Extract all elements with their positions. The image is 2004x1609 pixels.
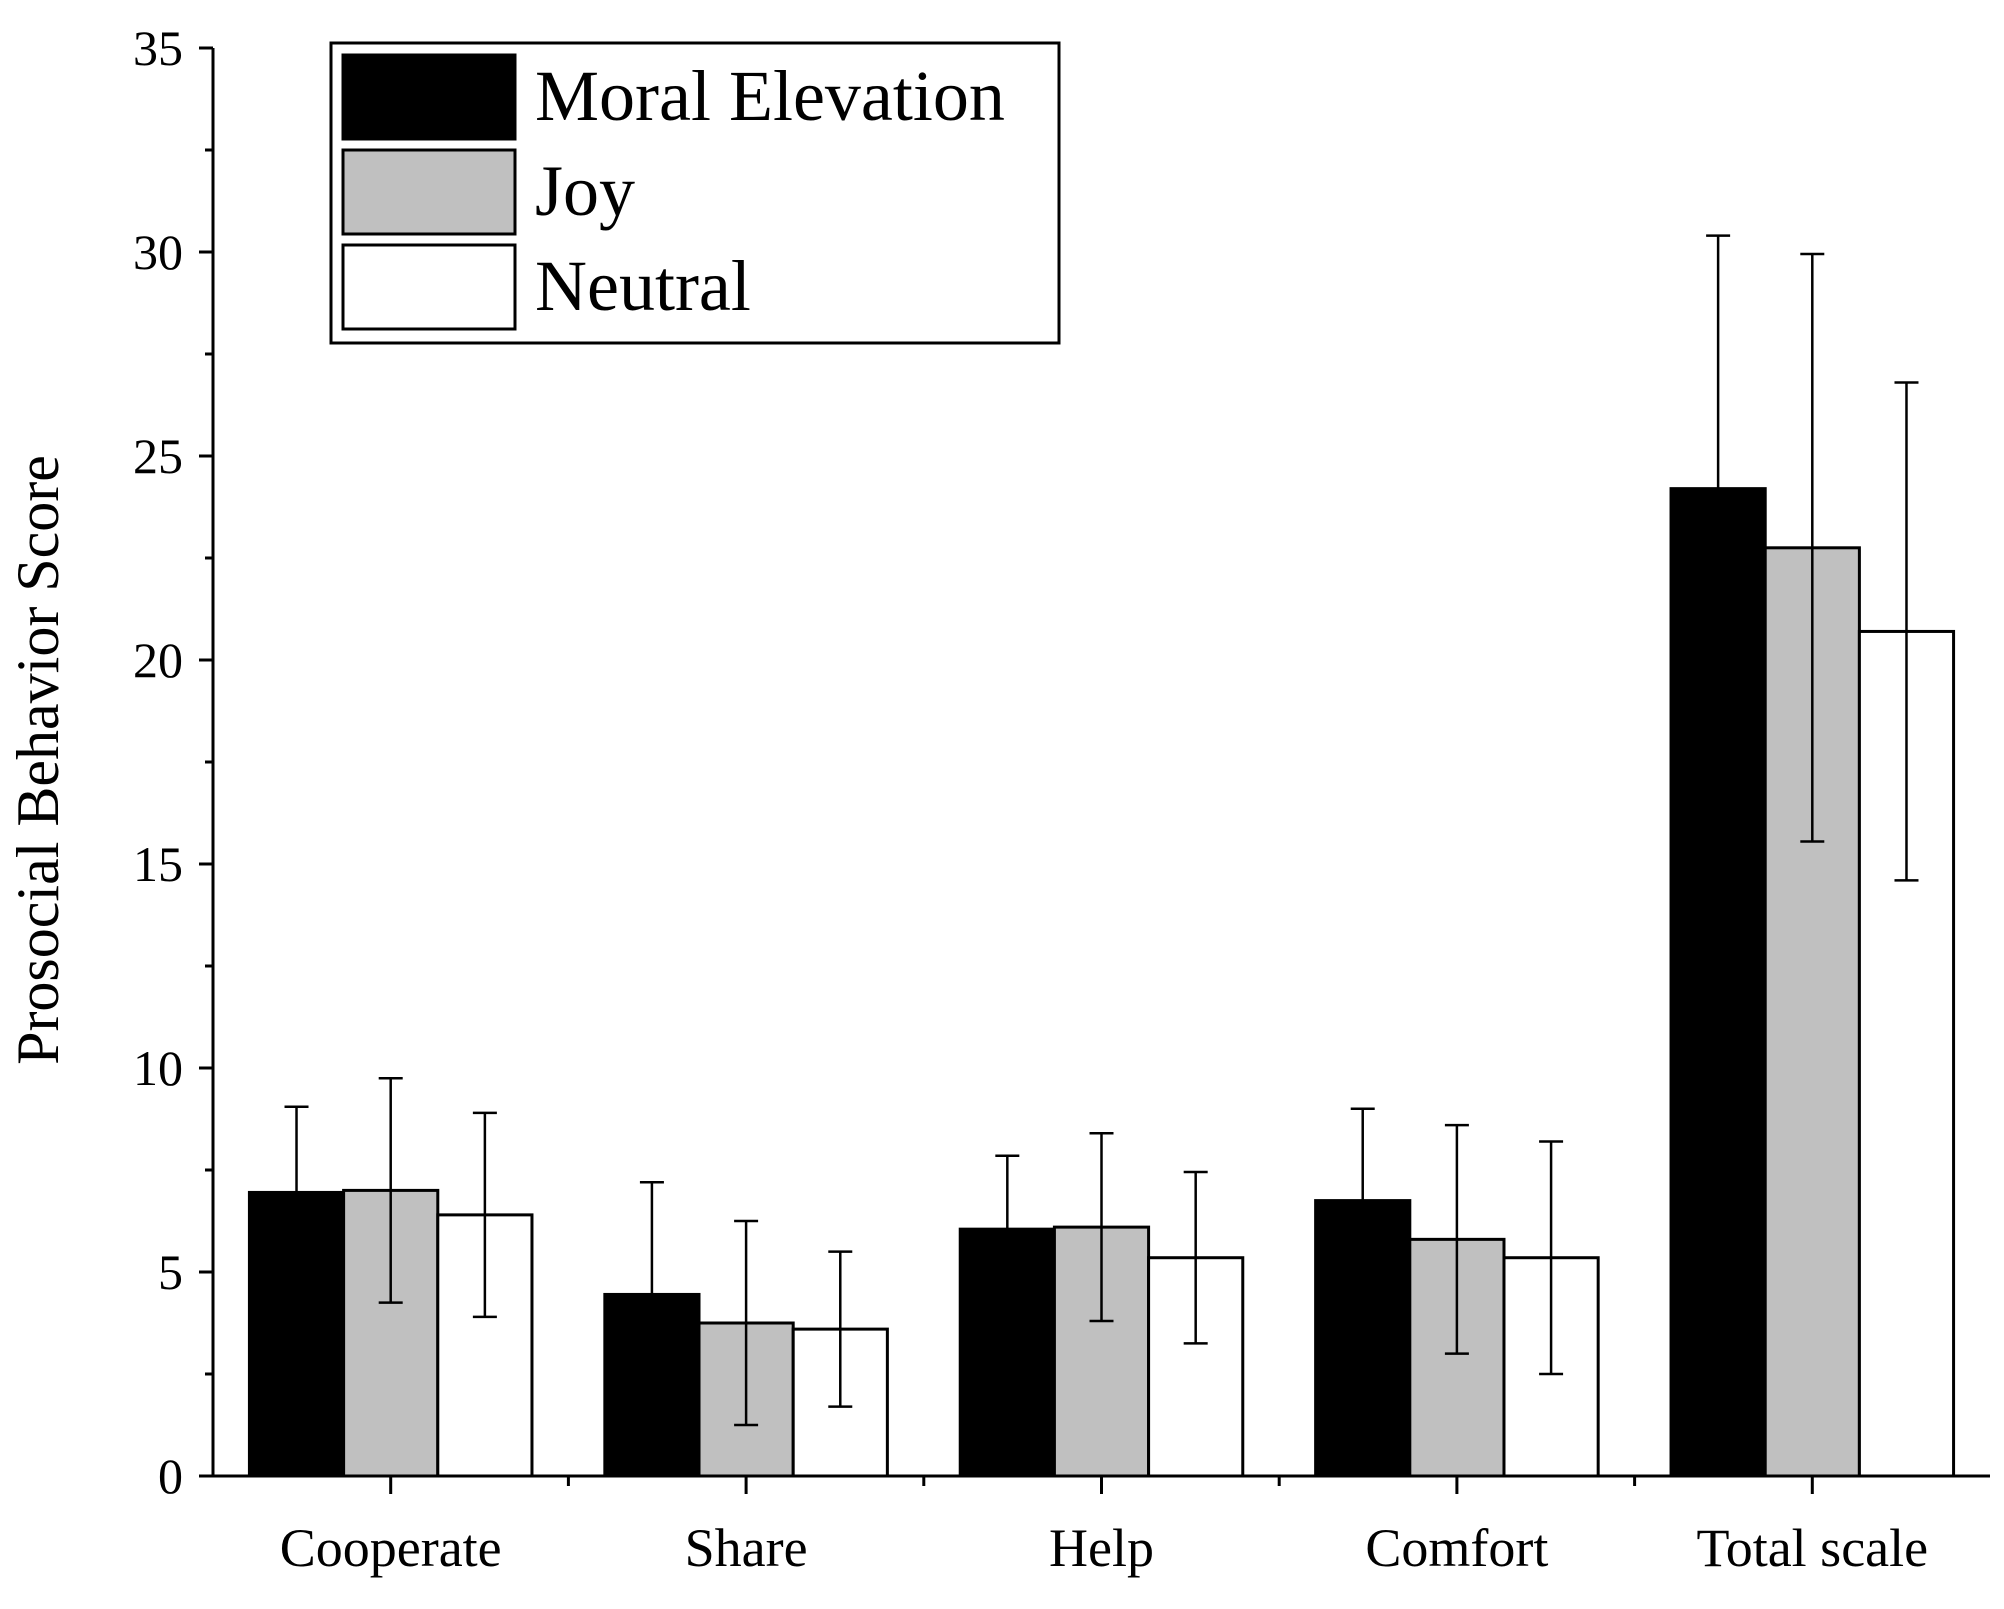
legend-label-moral-elevation: Moral Elevation (535, 56, 1005, 136)
y-axis-title: Prosocial Behavior Score (5, 455, 71, 1065)
y-tick-label: 20 (133, 632, 183, 688)
x-category-label: Share (685, 1518, 808, 1578)
y-tick-label: 0 (158, 1448, 183, 1504)
x-category-label: Cooperate (280, 1518, 502, 1578)
x-category-label: Total scale (1696, 1518, 1928, 1578)
y-tick-label: 30 (133, 224, 183, 280)
y-tick-label: 5 (158, 1244, 183, 1300)
y-tick-label: 25 (133, 428, 183, 484)
ticks-layer: 0 5 10 15 20 25 30 35 Cooperate Share Help Comfort T… (133, 20, 1928, 1578)
legend-swatch-moral-elevation (341, 53, 517, 141)
y-tick-label: 35 (133, 20, 183, 76)
legend-swatch-neutral (341, 243, 517, 331)
legend-swatch-joy (341, 148, 517, 236)
y-tick-label: 15 (133, 836, 183, 892)
legend-label-joy: Joy (535, 151, 635, 231)
error-bars-layer (284, 234, 1919, 1427)
x-category-label: Comfort (1365, 1518, 1548, 1578)
x-category-label: Help (1049, 1518, 1154, 1578)
y-tick-label: 10 (133, 1040, 183, 1096)
bars-layer (247, 487, 1956, 1478)
legend-label-neutral: Neutral (535, 246, 751, 326)
legend: Moral Elevation Joy Neutral (329, 41, 1061, 345)
